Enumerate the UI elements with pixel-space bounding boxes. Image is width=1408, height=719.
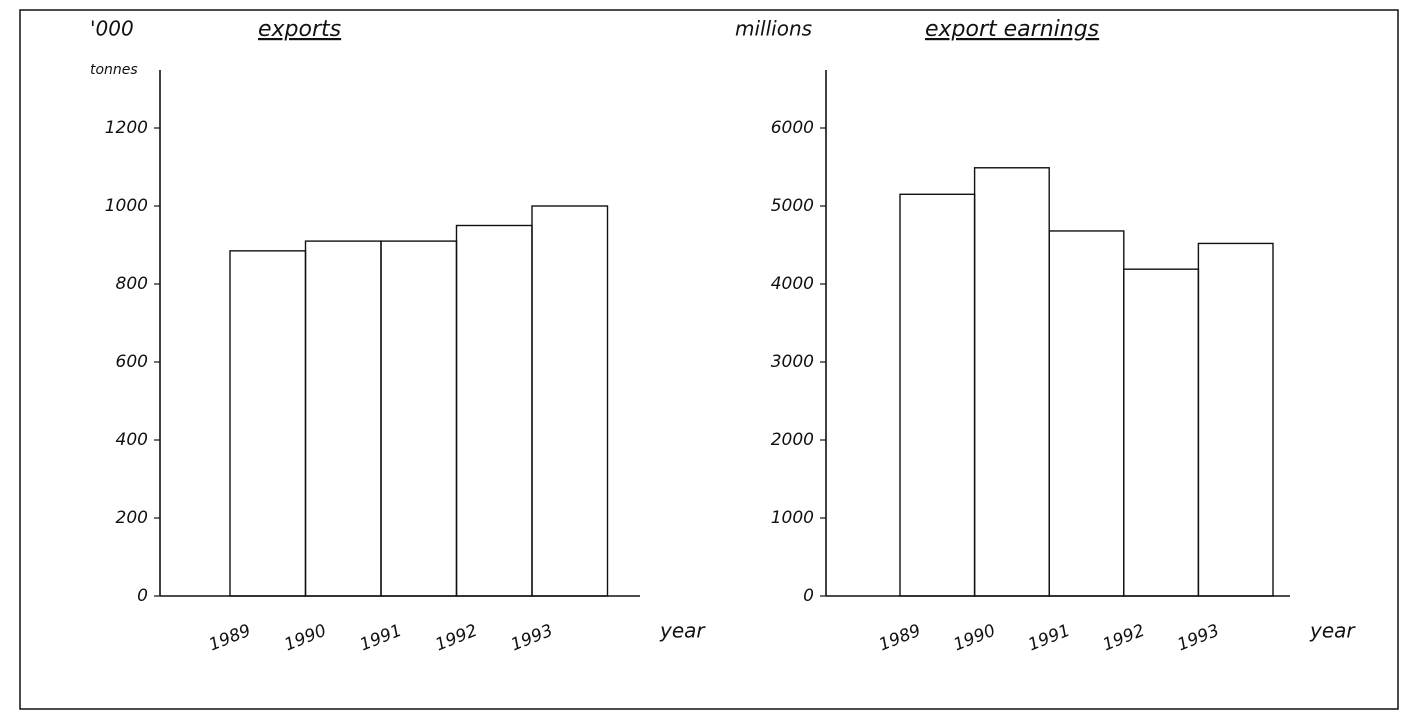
x-axis-label: year	[1309, 619, 1356, 643]
x-tick-label: 1992	[1100, 621, 1148, 656]
chart-title: export earnings	[925, 17, 1099, 42]
x-tick-label: 1989	[876, 621, 924, 656]
bar	[230, 251, 306, 596]
x-tick-label: 1991	[1025, 621, 1073, 656]
y-tick-label: 600	[116, 352, 148, 372]
y-tick-label: 4000	[771, 274, 814, 294]
y-tick-label: 0	[803, 586, 814, 606]
page: exports '000 tonnes 0 200 400 600 800 1000 1200 19…	[0, 0, 1408, 719]
bar	[457, 226, 533, 597]
bar	[1198, 243, 1273, 596]
x-tick-label: 1992	[433, 621, 481, 656]
bar	[532, 206, 608, 596]
chart-title: exports	[258, 17, 341, 42]
x-tick-label: 1990	[282, 621, 330, 656]
y-tick-label: 2000	[771, 430, 814, 450]
bar	[975, 168, 1050, 596]
bar	[900, 194, 975, 596]
frame	[20, 10, 1398, 709]
y-tick-label: 1200	[105, 118, 148, 138]
y-tick-label: 3000	[771, 352, 814, 372]
y-tick-label: 5000	[771, 196, 814, 216]
y-tick-label: 0	[137, 586, 148, 606]
y-axis-label: tonnes	[90, 62, 138, 78]
y-tick-label: 6000	[771, 118, 814, 138]
x-tick-label: 1989	[206, 621, 254, 656]
x-tick-label: 1993	[1175, 621, 1223, 656]
x-axis-label: year	[659, 619, 706, 643]
x-tick-label: 1991	[357, 621, 405, 656]
bar	[1124, 269, 1199, 596]
y-axis-label: millions	[735, 17, 812, 41]
bar	[1049, 231, 1124, 596]
y-tick-label: 200	[116, 508, 148, 528]
bar	[306, 241, 382, 596]
y-tick-label: 800	[116, 274, 148, 294]
y-axis-label: '000	[90, 17, 134, 41]
y-tick-label: 1000	[771, 508, 814, 528]
x-tick-label: 1993	[508, 621, 556, 656]
bar	[381, 241, 457, 596]
y-tick-label: 1000	[105, 196, 148, 216]
x-tick-label: 1990	[951, 621, 999, 656]
y-tick-label: 400	[116, 430, 148, 450]
